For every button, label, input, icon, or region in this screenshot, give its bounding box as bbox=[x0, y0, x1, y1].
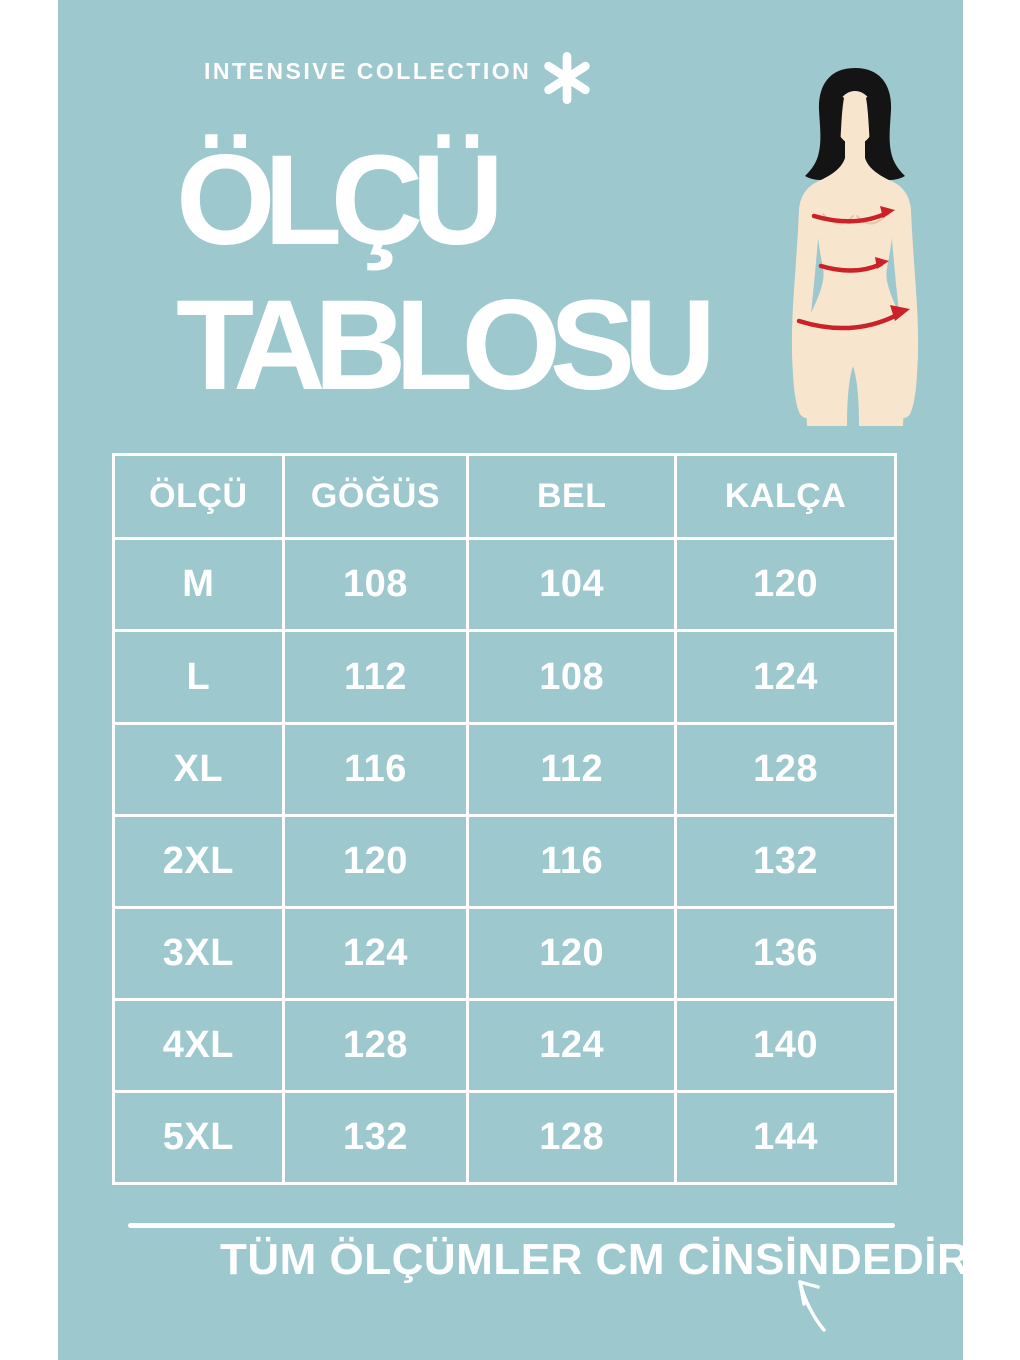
table-row: L 112 108 124 bbox=[112, 629, 897, 725]
waist-cell: 104 bbox=[466, 537, 678, 633]
table-row: 2XL 120 116 132 bbox=[112, 813, 897, 909]
col-header-hip: KALÇA bbox=[674, 452, 897, 541]
brand-label: INTENSIVE COLLECTION bbox=[204, 58, 532, 84]
footer-divider-line bbox=[128, 1223, 895, 1228]
col-header-waist: BEL bbox=[466, 452, 678, 541]
waist-cell: 116 bbox=[466, 813, 678, 909]
units-note: TÜM ÖLÇÜMLER CM CİNSİNDEDİR. bbox=[220, 1235, 982, 1284]
chest-cell: 112 bbox=[281, 629, 470, 725]
hip-cell: 132 bbox=[674, 813, 897, 909]
size-cell: M bbox=[112, 537, 285, 633]
waist-cell: 120 bbox=[466, 905, 678, 1001]
chest-cell: 132 bbox=[281, 1089, 470, 1186]
hip-cell: 128 bbox=[674, 721, 897, 817]
waist-cell: 128 bbox=[466, 1089, 678, 1186]
col-header-size: ÖLÇÜ bbox=[112, 452, 285, 541]
hip-cell: 144 bbox=[674, 1089, 897, 1186]
table-row: 4XL 128 124 140 bbox=[112, 997, 897, 1093]
size-cell: L bbox=[112, 629, 285, 725]
waist-cell: 124 bbox=[466, 997, 678, 1093]
hip-cell: 140 bbox=[674, 997, 897, 1093]
chest-cell: 120 bbox=[281, 813, 470, 909]
size-cell: 2XL bbox=[112, 813, 285, 909]
table-row: 3XL 124 120 136 bbox=[112, 905, 897, 1001]
chest-cell: 124 bbox=[281, 905, 470, 1001]
chest-cell: 128 bbox=[281, 997, 470, 1093]
col-header-chest: GÖĞÜS bbox=[281, 452, 470, 541]
page-title: ÖLÇÜ TABLOSU bbox=[176, 128, 716, 418]
chest-cell: 108 bbox=[281, 537, 470, 633]
size-cell: 3XL bbox=[112, 905, 285, 1001]
teal-background-panel: INTENSIVE COLLECTION ÖLÇÜ TABLOSU bbox=[58, 0, 981, 1360]
size-cell: 4XL bbox=[112, 997, 285, 1093]
asterisk-icon bbox=[541, 52, 593, 109]
page-title-line2: TABLOSU bbox=[176, 274, 716, 417]
chest-cell: 116 bbox=[281, 721, 470, 817]
hip-cell: 124 bbox=[674, 629, 897, 725]
table-row: XL 116 112 128 bbox=[112, 721, 897, 817]
hip-cell: 136 bbox=[674, 905, 897, 1001]
page-title-line1: ÖLÇÜ bbox=[176, 129, 504, 272]
table-row: 5XL 132 128 144 bbox=[112, 1089, 897, 1186]
waist-cell: 108 bbox=[466, 629, 678, 725]
size-cell: 5XL bbox=[112, 1089, 285, 1186]
size-cell: XL bbox=[112, 721, 285, 817]
waist-cell: 112 bbox=[466, 721, 678, 817]
hip-cell: 120 bbox=[674, 537, 897, 633]
arrow-up-left-icon bbox=[794, 1278, 830, 1339]
woman-body-measurement-illustration bbox=[783, 66, 953, 431]
table-row: M 108 104 120 bbox=[112, 537, 897, 633]
size-table-header-row: ÖLÇÜ GÖĞÜS BEL KALÇA bbox=[112, 452, 897, 541]
size-table: ÖLÇÜ GÖĞÜS BEL KALÇA M 108 104 120 L 112… bbox=[112, 452, 897, 1186]
